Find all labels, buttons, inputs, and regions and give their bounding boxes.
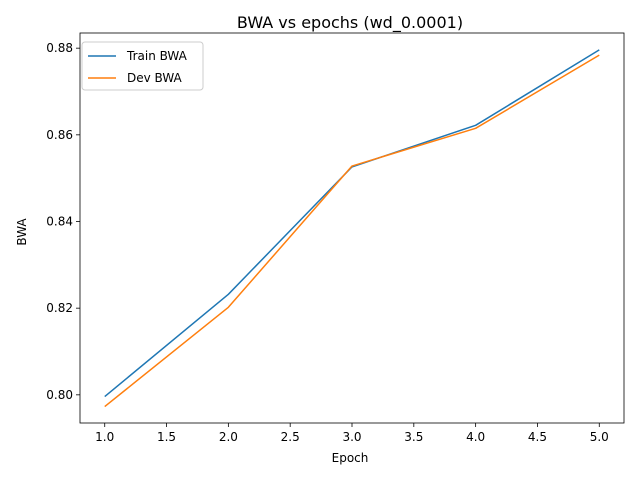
y-tick-label: 0.80	[46, 388, 73, 402]
y-tick-label: 0.84	[46, 215, 73, 229]
y-axis-ticks: 0.80 0.82 0.84 0.86 0.88	[46, 41, 80, 402]
axes-frame	[79, 32, 625, 424]
y-tick-label: 0.86	[46, 128, 73, 142]
y-tick-label: 0.82	[46, 301, 73, 315]
x-tick-label: 2.0	[219, 430, 238, 444]
legend-label: Dev BWA	[127, 71, 183, 85]
x-axis-ticks: 1.0 1.5 2.0 2.5 3.0 3.5 4.0 4.5 5.0	[95, 423, 609, 444]
series-lines	[104, 49, 600, 408]
chart-title: BWA vs epochs (wd_0.0001)	[237, 13, 463, 33]
x-tick-label: 3.5	[404, 430, 423, 444]
y-axis-label: BWA	[15, 218, 29, 246]
plot-area: 1.0 1.5 2.0 2.5 3.0 3.5 4.0 4.5 5.0 0.80 0.82 0.84…	[46, 32, 625, 444]
y-tick-label: 0.88	[46, 41, 73, 55]
x-tick-label: 1.5	[157, 430, 176, 444]
x-tick-label: 3.0	[342, 430, 361, 444]
x-tick-label: 4.5	[528, 430, 547, 444]
x-tick-label: 1.0	[95, 430, 114, 444]
x-tick-label: 4.0	[466, 430, 485, 444]
x-axis-label: Epoch	[332, 451, 369, 465]
legend-label: Train BWA	[126, 49, 188, 63]
x-tick-label: 2.5	[281, 430, 300, 444]
legend: Train BWA Dev BWA	[81, 41, 204, 91]
series-line-1	[104, 54, 600, 408]
x-tick-label: 5.0	[590, 430, 609, 444]
